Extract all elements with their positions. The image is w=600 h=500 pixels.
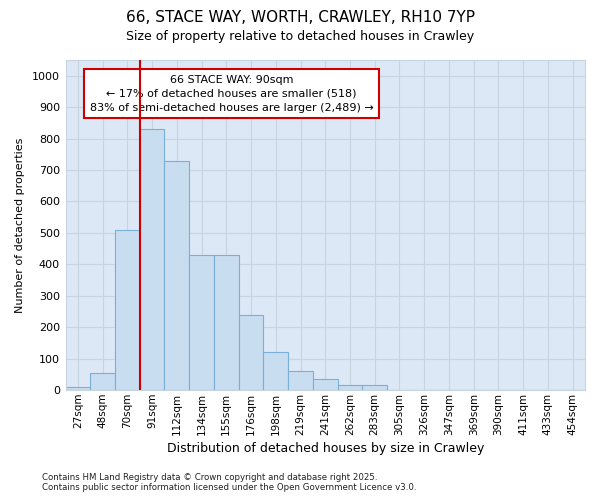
Bar <box>140 129 164 390</box>
Bar <box>288 372 313 390</box>
Bar <box>263 352 288 390</box>
Bar <box>65 387 90 390</box>
X-axis label: Distribution of detached houses by size in Crawley: Distribution of detached houses by size … <box>167 442 484 455</box>
Text: Contains HM Land Registry data © Crown copyright and database right 2025.
Contai: Contains HM Land Registry data © Crown c… <box>42 473 416 492</box>
Bar <box>214 255 239 390</box>
Bar <box>338 386 362 390</box>
Bar <box>313 379 338 390</box>
Bar <box>164 160 189 390</box>
Text: Size of property relative to detached houses in Crawley: Size of property relative to detached ho… <box>126 30 474 43</box>
Bar <box>90 373 115 390</box>
Bar <box>362 386 387 390</box>
Bar <box>189 255 214 390</box>
Text: 66 STACE WAY: 90sqm
← 17% of detached houses are smaller (518)
83% of semi-detac: 66 STACE WAY: 90sqm ← 17% of detached ho… <box>90 75 374 113</box>
Bar <box>239 314 263 390</box>
Text: 66, STACE WAY, WORTH, CRAWLEY, RH10 7YP: 66, STACE WAY, WORTH, CRAWLEY, RH10 7YP <box>125 10 475 25</box>
Bar <box>115 230 140 390</box>
Y-axis label: Number of detached properties: Number of detached properties <box>15 138 25 313</box>
